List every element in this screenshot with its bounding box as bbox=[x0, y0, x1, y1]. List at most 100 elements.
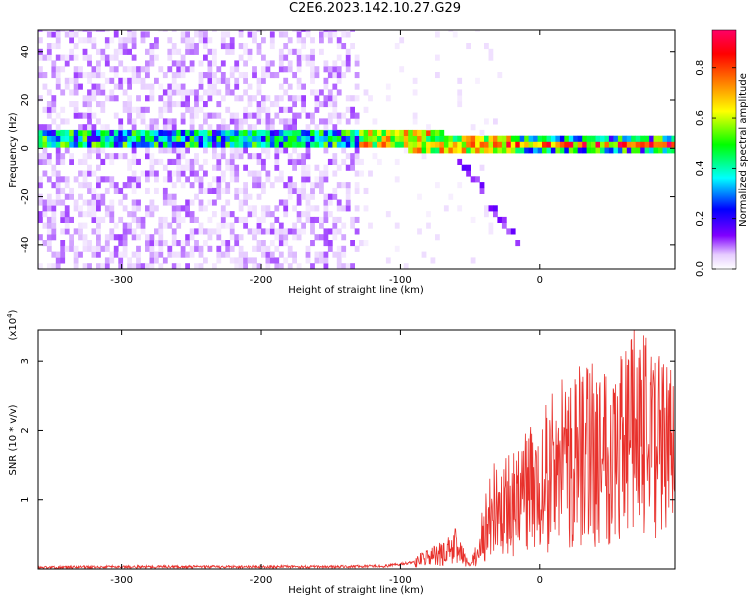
spectrogram-cell bbox=[185, 199, 190, 206]
spectrogram-cell bbox=[274, 129, 280, 136]
spectrogram-cell bbox=[327, 37, 333, 44]
spectrogram-cell bbox=[265, 147, 271, 154]
spectrogram-cell bbox=[287, 95, 293, 102]
spectrogram-cell bbox=[216, 77, 222, 84]
spectrogram-cell bbox=[256, 153, 262, 160]
spectrogram-cell bbox=[220, 216, 226, 223]
spectrogram-cell bbox=[104, 187, 110, 194]
spectrogram-cell bbox=[332, 83, 338, 90]
spectrogram-cell bbox=[42, 106, 48, 113]
spectrogram-cell bbox=[394, 43, 400, 50]
spectrogram-cell bbox=[323, 83, 329, 90]
spectrogram-cell bbox=[149, 211, 155, 218]
spectrogram-cell bbox=[46, 106, 52, 113]
spectrogram-cell bbox=[470, 141, 476, 148]
spectrogram-cell bbox=[185, 164, 190, 171]
spectrogram-cell bbox=[154, 141, 159, 148]
spectrogram-cell bbox=[91, 211, 97, 218]
spectrogram-cell bbox=[225, 48, 231, 55]
spectrogram-cell bbox=[243, 135, 248, 142]
spectrogram-cell bbox=[336, 129, 342, 136]
spectrogram-cell bbox=[87, 240, 92, 247]
spectrogram-cell bbox=[457, 101, 463, 108]
spectrogram-cell bbox=[42, 170, 48, 177]
spectrogram-cell bbox=[252, 170, 257, 177]
spectrogram-cell bbox=[96, 251, 101, 258]
spectrogram-cell bbox=[96, 228, 101, 235]
spectrogram-cell bbox=[341, 31, 347, 38]
spectrogram-cell bbox=[305, 170, 311, 177]
spectrogram-cell bbox=[203, 141, 208, 148]
spectrogram-cell bbox=[274, 72, 280, 79]
spectrogram-cell bbox=[69, 141, 74, 148]
spectrogram-cell bbox=[122, 251, 128, 258]
spectrogram-cell bbox=[310, 228, 315, 235]
spectrogram-cell bbox=[109, 234, 115, 241]
spectrogram-cell bbox=[69, 37, 74, 44]
spectrogram-cell bbox=[104, 30, 110, 32]
spectrogram-cell bbox=[38, 263, 43, 269]
spectrogram-cell bbox=[127, 83, 132, 90]
spectrogram-cell bbox=[252, 141, 257, 148]
spectrogram-cell bbox=[238, 205, 244, 212]
spectrogram-cell bbox=[265, 176, 271, 183]
spectrogram-cell bbox=[113, 182, 119, 189]
spectrogram-cell bbox=[185, 37, 190, 44]
spectrogram-cell bbox=[38, 158, 43, 165]
spectrogram-cell bbox=[301, 182, 306, 189]
spectrogram-cell bbox=[528, 135, 534, 142]
spectrogram-cell bbox=[131, 129, 137, 136]
spectrogram-cell bbox=[78, 66, 83, 73]
spectrogram-cell bbox=[78, 83, 83, 90]
spectrogram-cell bbox=[225, 199, 231, 206]
spectrogram-cell bbox=[524, 141, 529, 148]
spectrogram-cell bbox=[510, 135, 516, 142]
spectrogram-cell bbox=[470, 135, 476, 142]
spectrogram-cell bbox=[403, 147, 409, 154]
spectrogram-cell bbox=[261, 95, 266, 102]
spectrogram-cell bbox=[51, 60, 57, 67]
spectrogram-cell bbox=[185, 234, 190, 241]
spectrogram-cell bbox=[220, 187, 226, 194]
y-tick-label: 20 bbox=[20, 94, 31, 107]
spectrogram-cell bbox=[220, 124, 226, 131]
spectrogram-cell bbox=[354, 60, 360, 67]
spectrogram-cell bbox=[38, 72, 43, 79]
spectrogram-cell bbox=[435, 54, 440, 61]
spectrogram-cell bbox=[91, 170, 97, 177]
spectrogram-cell bbox=[341, 182, 347, 189]
spectrogram-cell bbox=[180, 164, 186, 171]
spectrogram-cell bbox=[555, 135, 561, 142]
spectrogram-cell bbox=[475, 141, 480, 148]
spectrogram-cell bbox=[104, 257, 110, 264]
spectrogram-cell bbox=[176, 72, 182, 79]
spectrogram-cell bbox=[269, 141, 275, 148]
spectrogram-cell bbox=[345, 106, 351, 113]
spectrogram-cell bbox=[283, 199, 289, 206]
spectrogram-cell bbox=[269, 257, 275, 264]
spectrogram-cell bbox=[350, 158, 355, 165]
spectrogram-cell bbox=[559, 135, 565, 142]
spectrogram-cell bbox=[296, 60, 302, 67]
spectrogram-cell bbox=[176, 205, 182, 212]
spectrogram-cell bbox=[354, 129, 360, 136]
spectrogram-cell bbox=[91, 141, 97, 148]
spectrogram-cell bbox=[278, 234, 284, 241]
spectrogram-cell bbox=[269, 118, 275, 125]
spectrogram-cell bbox=[136, 158, 141, 165]
spectrogram-cell bbox=[515, 240, 521, 247]
spectrogram-cell bbox=[140, 222, 146, 229]
spectrogram-cell bbox=[336, 118, 342, 125]
spectrogram-cell bbox=[87, 106, 92, 113]
spectrogram-cell bbox=[345, 182, 351, 189]
spectrogram-x-label: Height of straight line (km) bbox=[288, 285, 424, 296]
spectrogram-cell bbox=[234, 153, 240, 160]
spectrogram-cell bbox=[104, 77, 110, 84]
spectrogram-cell bbox=[381, 135, 387, 142]
spectrogram-cell bbox=[243, 193, 248, 200]
spectrogram-cell bbox=[171, 60, 177, 67]
spectrogram-cell bbox=[345, 199, 351, 206]
spectrogram-cell bbox=[640, 147, 645, 154]
spectrogram-cell bbox=[247, 54, 253, 61]
spectrogram-cell bbox=[140, 37, 146, 44]
